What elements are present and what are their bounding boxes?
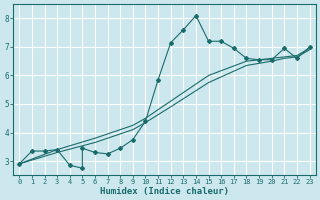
X-axis label: Humidex (Indice chaleur): Humidex (Indice chaleur): [100, 187, 229, 196]
